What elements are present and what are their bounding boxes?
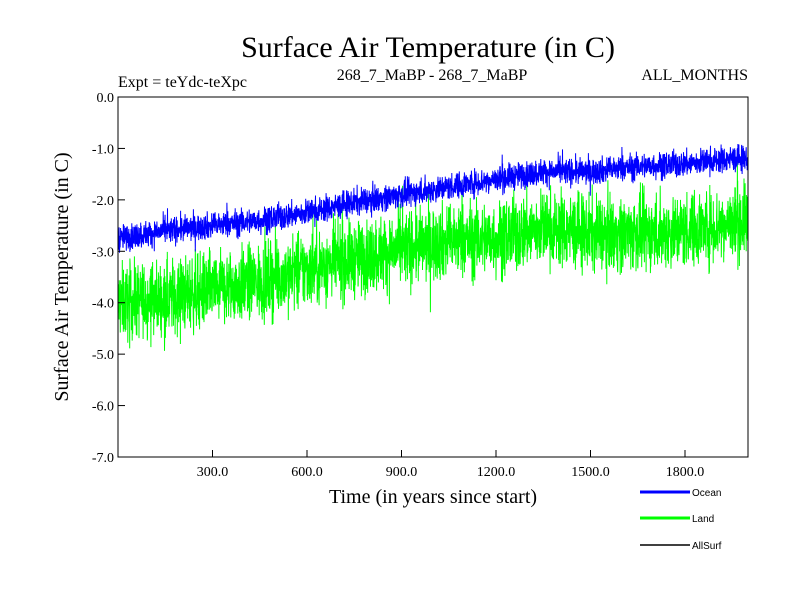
period-label: 268_7_MaBP - 268_7_MaBP: [337, 67, 528, 84]
chart: Surface Air Temperature (in C) Expt = te…: [0, 0, 800, 600]
months-label: ALL_MONTHS: [641, 67, 748, 84]
x-tick-label: 600.0: [291, 465, 323, 480]
legend-land-label: Land: [692, 514, 714, 525]
experiment-label: Expt = teYdc-teXpc: [118, 74, 247, 91]
x-axis-label: Time (in years since start): [329, 486, 537, 508]
y-tick-label: -4.0: [92, 297, 114, 312]
y-tick-label: 0.0: [97, 91, 115, 106]
x-tick-label: 300.0: [197, 465, 229, 480]
y-tick-label: -6.0: [92, 400, 114, 415]
legend-ocean-label: Ocean: [692, 488, 721, 499]
legend: Ocean Land AllSurf: [640, 488, 722, 552]
series-layer: [118, 144, 748, 351]
x-tick-label: 1800.0: [666, 465, 705, 480]
y-tick-label: -1.0: [92, 142, 114, 157]
legend-allsurf-label: AllSurf: [692, 541, 722, 552]
x-tick-label: 900.0: [386, 465, 418, 480]
y-tick-label: -2.0: [92, 194, 114, 209]
chart-title: Surface Air Temperature (in C): [241, 31, 615, 64]
x-tick-label: 1200.0: [477, 465, 516, 480]
y-tick-label: -3.0: [92, 245, 114, 260]
y-tick-label: -5.0: [92, 348, 114, 363]
y-tick-label: -7.0: [92, 451, 114, 466]
x-tick-label: 1500.0: [571, 465, 610, 480]
y-axis-label: Surface Air Temperature (in C): [51, 152, 73, 401]
